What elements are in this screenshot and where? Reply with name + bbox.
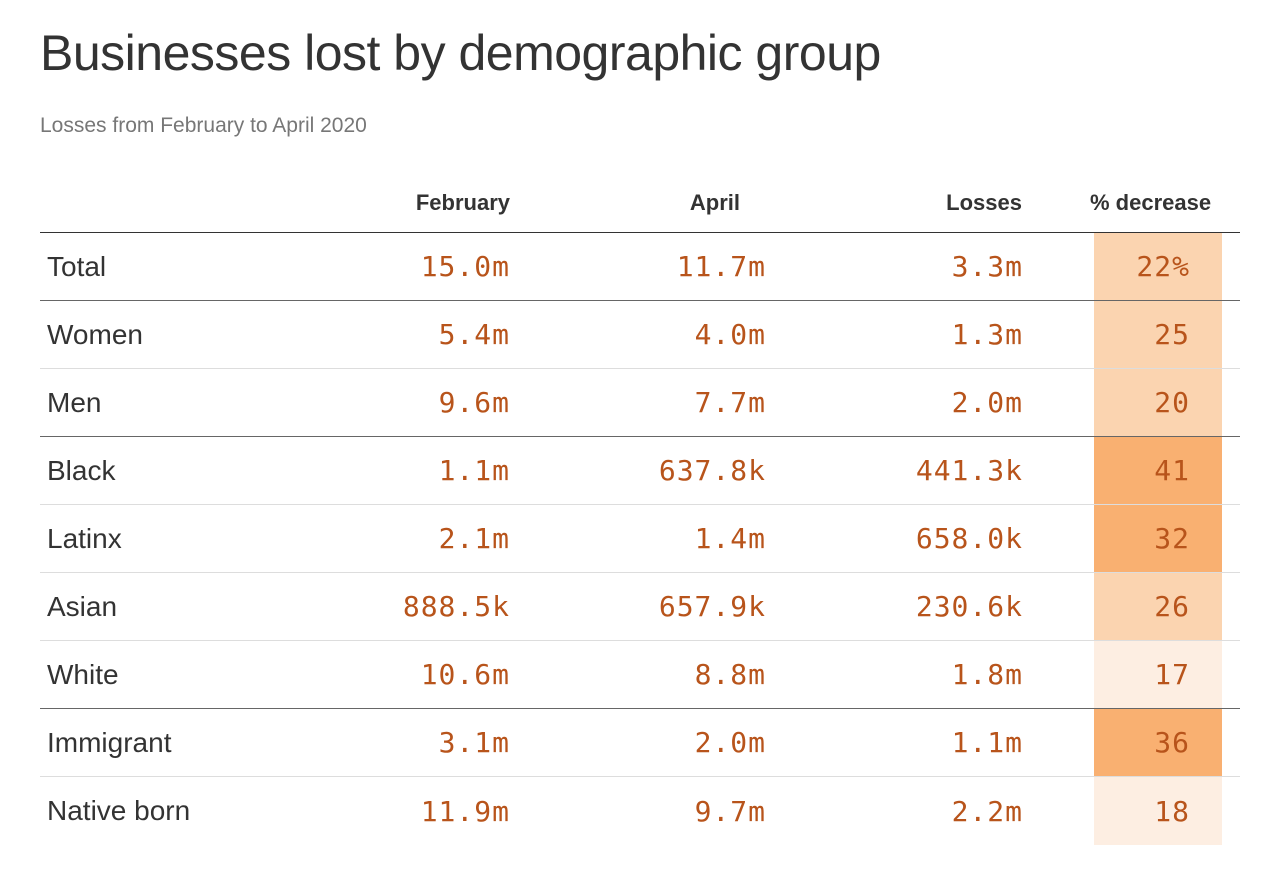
chart-title: Businesses lost by demographic group [40, 25, 881, 81]
pct-decrease-value: 20 [1154, 386, 1190, 419]
table-row: Men 9.6m 7.7m 2.0m 20 [40, 369, 1240, 437]
row-label: White [47, 658, 119, 690]
cell-february: 9.6m [438, 386, 510, 419]
column-header-pct-decrease: % decrease [1090, 190, 1212, 215]
column-header-losses: Losses [946, 190, 1022, 215]
cell-april: 657.9k [658, 590, 766, 623]
table-row: Total 15.0m 11.7m 3.3m 22% [40, 233, 1240, 301]
pct-decrease-cell: 25 [1094, 301, 1222, 368]
pct-decrease-cell: 26 [1094, 573, 1222, 640]
cell-losses: 3.3m [951, 250, 1023, 283]
pct-decrease-cell: 20 [1094, 369, 1222, 436]
pct-decrease-value: 18 [1154, 794, 1190, 828]
cell-april: 1.4m [694, 522, 766, 555]
row-label: Native born [47, 795, 191, 826]
cell-april: 8.8m [694, 658, 766, 691]
pct-decrease-value: 36 [1154, 726, 1190, 759]
cell-february: 11.9m [420, 794, 510, 828]
cell-losses: 2.2m [951, 794, 1023, 828]
cell-losses: 1.3m [951, 318, 1023, 351]
row-label: Latinx [47, 522, 122, 554]
pct-decrease-cell: 17 [1094, 641, 1222, 708]
pct-decrease-value: 17 [1154, 658, 1190, 691]
cell-april: 2.0m [694, 726, 766, 759]
pct-decrease-cell: 18 [1094, 777, 1222, 845]
row-label: Black [47, 454, 116, 486]
cell-february: 5.4m [438, 318, 510, 351]
row-label: Women [47, 318, 143, 350]
table-row: Women 5.4m 4.0m 1.3m 25 [40, 301, 1240, 369]
cell-april: 11.7m [676, 250, 766, 283]
cell-february: 888.5k [402, 590, 510, 623]
cell-losses: 1.1m [951, 726, 1023, 759]
row-label: Asian [47, 590, 118, 622]
column-header-april: April [689, 190, 740, 215]
cell-losses: 658.0k [915, 522, 1023, 555]
table-row: Native born 11.9m 9.7m 2.2m 18 [40, 777, 1240, 845]
column-header-february: February [415, 190, 510, 215]
cell-february: 2.1m [438, 522, 510, 555]
pct-decrease-value: 25 [1154, 318, 1190, 351]
cell-losses: 441.3k [915, 454, 1023, 487]
row-label: Men [47, 386, 102, 418]
cell-losses: 230.6k [915, 590, 1023, 623]
cell-april: 637.8k [658, 454, 766, 487]
cell-february: 10.6m [420, 658, 510, 691]
cell-april: 4.0m [694, 318, 766, 351]
cell-losses: 2.0m [951, 386, 1023, 419]
cell-losses: 1.8m [951, 658, 1023, 691]
row-label: Total [47, 250, 107, 282]
pct-decrease-value: 41 [1154, 454, 1190, 487]
cell-february: 15.0m [420, 250, 510, 283]
cell-april: 7.7m [694, 386, 766, 419]
table-row: Latinx 2.1m 1.4m 658.0k 32 [40, 505, 1240, 573]
cell-february: 1.1m [438, 454, 510, 487]
pct-decrease-cell: 41 [1094, 437, 1222, 504]
table-row: Immigrant 3.1m 2.0m 1.1m 36 [40, 709, 1240, 777]
cell-april: 9.7m [694, 794, 766, 828]
pct-decrease-value: 26 [1154, 590, 1190, 623]
table-row: Black 1.1m 637.8k 441.3k 41 [40, 437, 1240, 505]
pct-decrease-cell: 32 [1094, 505, 1222, 572]
table-header-row: February April Losses % decrease [40, 180, 1240, 232]
pct-decrease-cell: 22% [1094, 233, 1222, 300]
pct-decrease-value: 32 [1154, 522, 1190, 555]
cell-february: 3.1m [438, 726, 510, 759]
chart-subtitle: Losses from February to April 2020 [40, 114, 367, 137]
table-row: Asian 888.5k 657.9k 230.6k 26 [40, 573, 1240, 641]
data-table: February April Losses % decrease Total 15… [40, 180, 1240, 845]
pct-decrease-cell: 36 [1094, 709, 1222, 776]
table-row: White 10.6m 8.8m 1.8m 17 [40, 641, 1240, 709]
row-label: Immigrant [47, 726, 172, 758]
table-body: Total 15.0m 11.7m 3.3m 22% Women 5.4m 4.0m 1.3m 2… [40, 232, 1240, 845]
pct-decrease-value: 22% [1136, 250, 1190, 283]
